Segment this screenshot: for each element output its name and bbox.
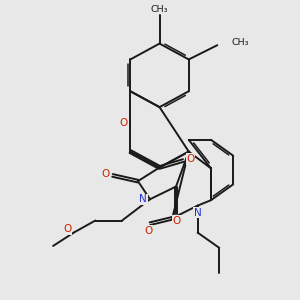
Text: N: N — [139, 194, 147, 204]
Text: O: O — [101, 169, 110, 179]
Text: CH₃: CH₃ — [151, 5, 168, 14]
Text: O: O — [172, 215, 181, 226]
Text: O: O — [119, 118, 128, 128]
Text: N: N — [194, 208, 202, 218]
Text: O: O — [144, 226, 152, 236]
Text: CH₃: CH₃ — [232, 38, 249, 47]
Text: O: O — [186, 154, 194, 164]
Text: O: O — [63, 224, 71, 234]
